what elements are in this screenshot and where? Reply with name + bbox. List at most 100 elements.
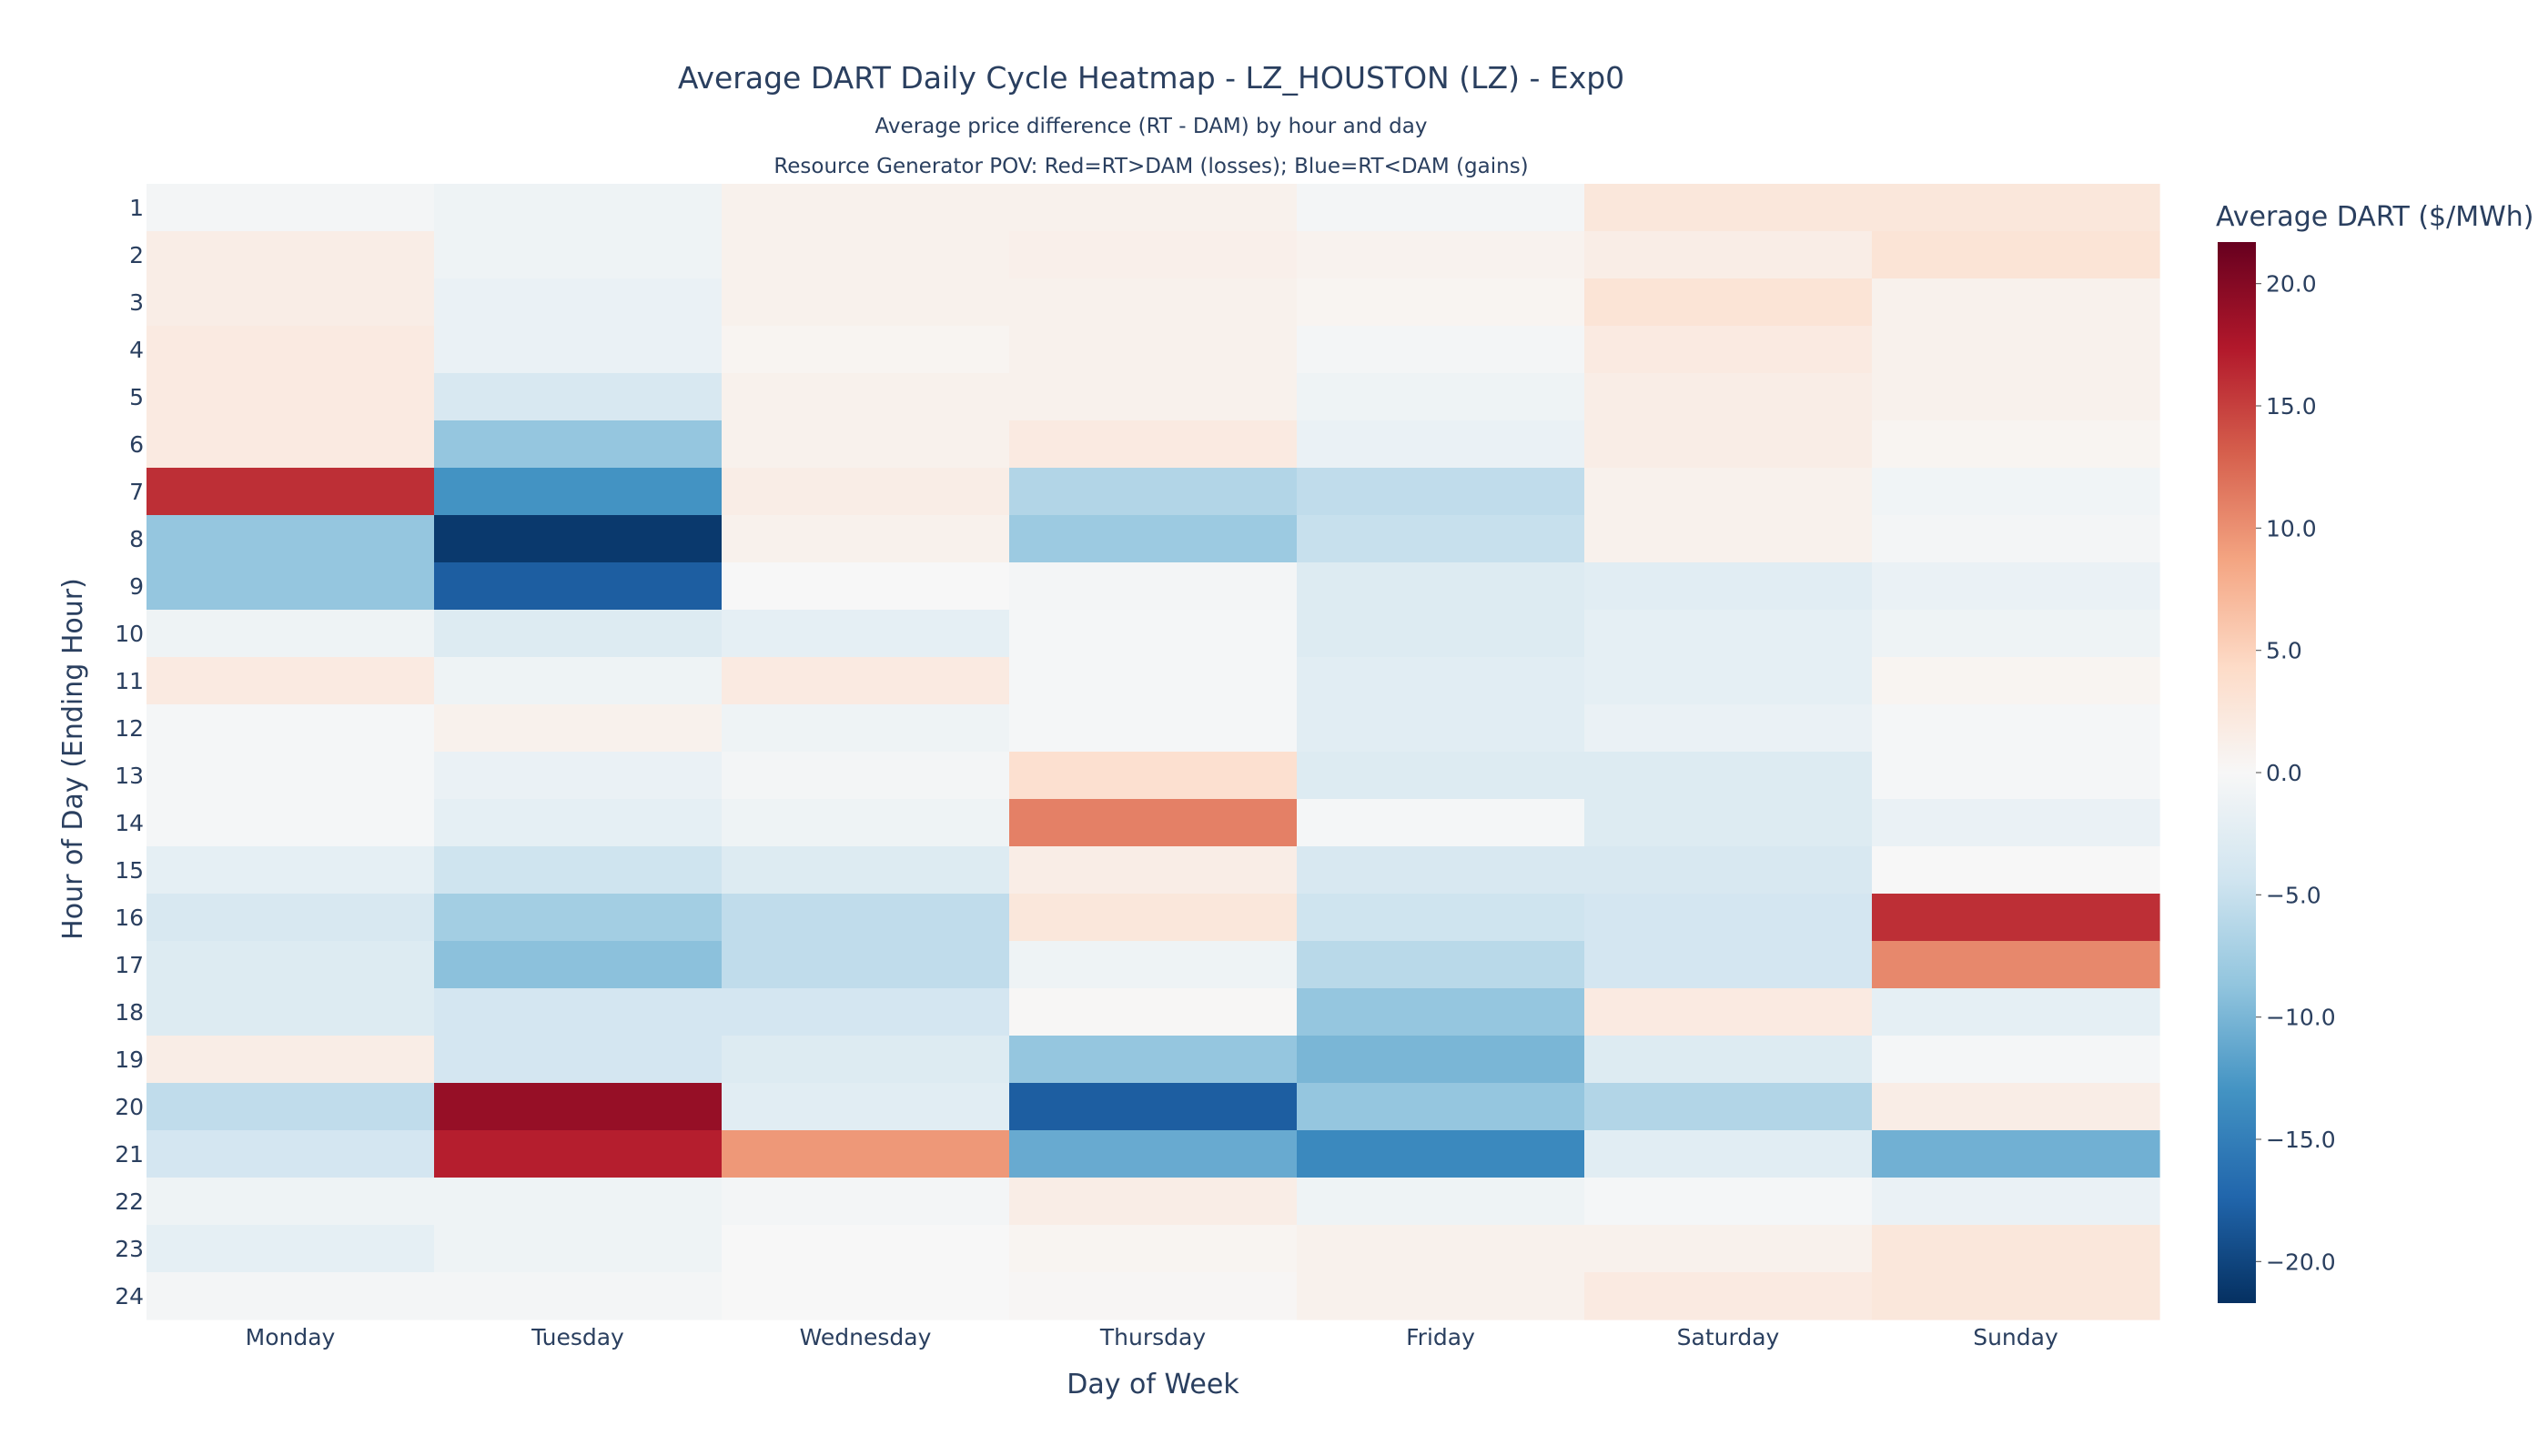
- heatmap-cell: [722, 657, 1010, 705]
- heatmap-cell: [1584, 373, 1873, 421]
- heatmap-cell: [1297, 1225, 1585, 1273]
- heatmap-cell: [1009, 515, 1298, 563]
- heatmap-cell: [1009, 184, 1298, 232]
- y-tick-label: 22: [115, 1188, 144, 1215]
- heatmap-cell: [1009, 278, 1298, 327]
- heatmap-cell: [434, 1036, 723, 1084]
- colorbar-bar: [2218, 242, 2256, 1303]
- heatmap-cell: [1009, 1083, 1298, 1131]
- heatmap-cell: [722, 1272, 1010, 1320]
- heatmap-cell: [434, 846, 723, 895]
- heatmap-cell: [1584, 846, 1873, 895]
- heatmap-cell: [1009, 941, 1298, 989]
- heatmap-cell: [1297, 326, 1585, 374]
- heatmap-cell: [1009, 799, 1298, 847]
- heatmap-cell: [722, 184, 1010, 232]
- y-tick-label: 6: [129, 431, 144, 458]
- heatmap-cell: [1872, 1272, 2160, 1320]
- heatmap-cell: [1584, 988, 1873, 1036]
- heatmap-cell: [1297, 752, 1585, 800]
- heatmap-cell: [147, 468, 435, 516]
- heatmap-cell: [1009, 704, 1298, 753]
- colorbar-tick-label: 20.0: [2266, 271, 2317, 298]
- heatmap-cell: [722, 846, 1010, 895]
- colorbar-tick-label: 0.0: [2266, 760, 2302, 786]
- heatmap-cell: [1009, 373, 1298, 421]
- heatmap-cell: [147, 515, 435, 563]
- colorbar-title: Average DART ($/MWh): [2216, 201, 2534, 233]
- heatmap-cell: [1584, 1130, 1873, 1178]
- heatmap-cell: [722, 1225, 1010, 1273]
- heatmap-cell: [147, 1083, 435, 1131]
- colorbar-tick-label: 15.0: [2266, 393, 2317, 420]
- heatmap-cell: [1872, 420, 2160, 469]
- heatmap-cell: [1009, 752, 1298, 800]
- heatmap-cell: [147, 1225, 435, 1273]
- heatmap-cell: [1584, 894, 1873, 942]
- heatmap-cell: [722, 373, 1010, 421]
- heatmap-cell: [1872, 846, 2160, 895]
- colorbar-tick-label: 10.0: [2266, 515, 2317, 541]
- heatmap-cell: [1584, 515, 1873, 563]
- y-tick-label: 15: [115, 857, 144, 884]
- heatmap-cell: [722, 799, 1010, 847]
- heatmap-cell: [1584, 468, 1873, 516]
- heatmap-cell: [722, 515, 1010, 563]
- y-tick-label: 20: [115, 1094, 144, 1120]
- heatmap-cell: [147, 1130, 435, 1178]
- heatmap-cell: [1009, 468, 1298, 516]
- heatmap-cell: [434, 941, 723, 989]
- y-tick-label: 18: [115, 999, 144, 1026]
- heatmap-cell: [1872, 941, 2160, 989]
- heatmap-cell: [434, 515, 723, 563]
- y-tick-label: 10: [115, 621, 144, 647]
- chart-subtitle-2: Resource Generator POV: Red=RT>DAM (loss…: [774, 155, 1529, 178]
- heatmap-cell: [1584, 752, 1873, 800]
- heatmap-cell: [1584, 610, 1873, 658]
- heatmap-cell: [1297, 1083, 1585, 1131]
- heatmap-cell: [1297, 420, 1585, 469]
- heatmap-cell: [722, 1178, 1010, 1226]
- heatmap-cell: [1297, 657, 1585, 705]
- heatmap-cell: [1584, 184, 1873, 232]
- x-tick-label: Thursday: [1099, 1324, 1206, 1350]
- heatmap-cell: [1584, 1036, 1873, 1084]
- heatmap-cell: [722, 752, 1010, 800]
- heatmap-cell: [1009, 1272, 1298, 1320]
- y-axis-label: Hour of Day (Ending Hour): [57, 578, 89, 940]
- heatmap-cell: [722, 894, 1010, 942]
- x-tick-label: Monday: [246, 1324, 336, 1350]
- heatmap-cell: [1297, 799, 1585, 847]
- heatmap-cell: [1872, 799, 2160, 847]
- heatmap-cell: [434, 704, 723, 753]
- heatmap-cell: [1009, 1178, 1298, 1226]
- heatmap-cell: [1872, 1036, 2160, 1084]
- heatmap-cell: [722, 941, 1010, 989]
- heatmap-cell: [1297, 562, 1585, 611]
- heatmap-cell: [722, 1036, 1010, 1084]
- heatmap-cell: [147, 704, 435, 753]
- heatmap-cell: [1297, 988, 1585, 1036]
- x-tick-label: Sunday: [1973, 1324, 2058, 1350]
- y-tick-label: 2: [129, 242, 144, 268]
- heatmap-cell: [147, 1036, 435, 1084]
- heatmap-cell: [1872, 1083, 2160, 1131]
- heatmap-cell: [1584, 326, 1873, 374]
- heatmap-cell: [1872, 562, 2160, 611]
- heatmap-cell: [1009, 988, 1298, 1036]
- heatmap-cell: [1009, 326, 1298, 374]
- heatmap-cell: [1584, 420, 1873, 469]
- heatmap-cell: [722, 468, 1010, 516]
- x-tick-label: Friday: [1406, 1324, 1475, 1350]
- colorbar-tick-label: 5.0: [2266, 638, 2302, 664]
- heatmap-cell: [1872, 1130, 2160, 1178]
- heatmap-cell: [722, 420, 1010, 469]
- heatmap-cell: [1297, 373, 1585, 421]
- heatmap-cell: [1297, 1178, 1585, 1226]
- y-tick-label: 19: [115, 1046, 144, 1073]
- heatmap-cell: [1297, 1130, 1585, 1178]
- heatmap-cell: [147, 278, 435, 327]
- heatmap-cell: [434, 1178, 723, 1226]
